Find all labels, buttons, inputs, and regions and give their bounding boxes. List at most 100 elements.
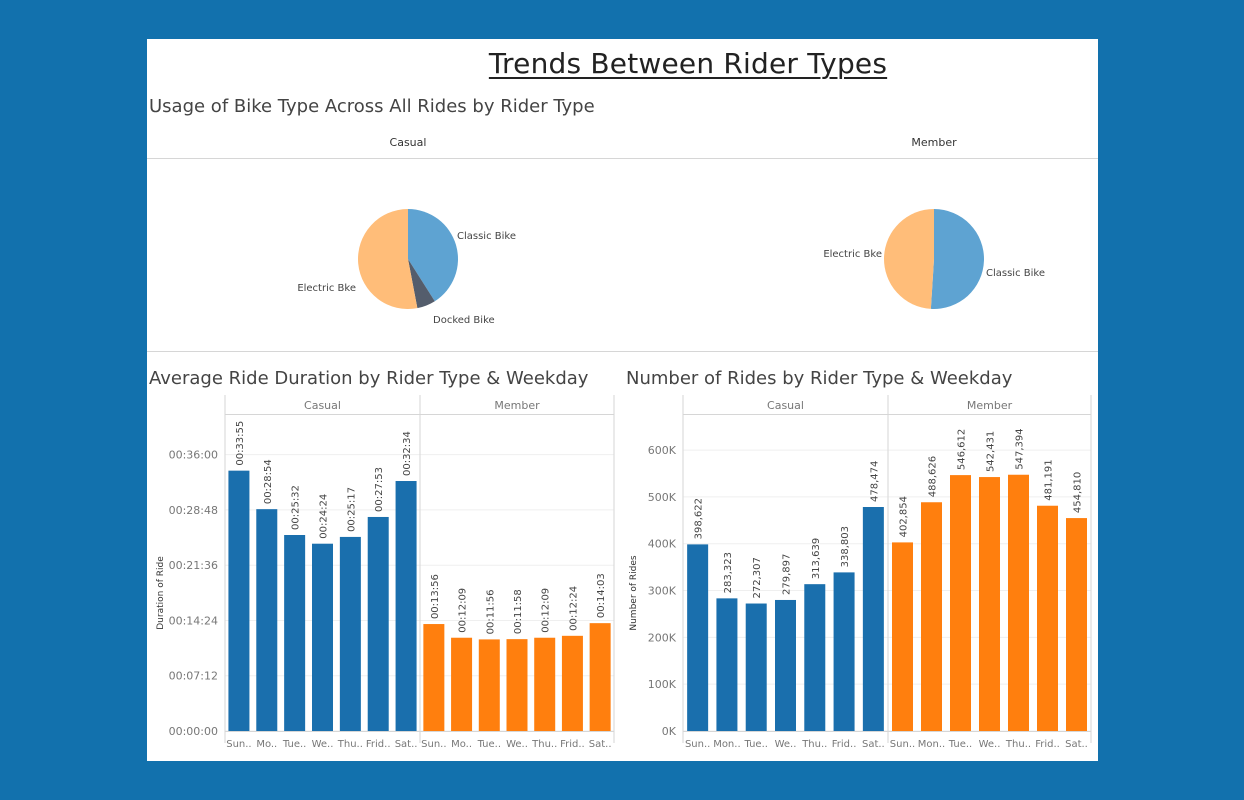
- x-tick-label: Tue..: [743, 739, 767, 750]
- data-label: 00:12:09: [541, 588, 552, 633]
- x-tick-label: We..: [312, 739, 334, 750]
- data-label: 454,810: [1073, 472, 1084, 513]
- x-tick-label: Sat..: [395, 739, 418, 750]
- x-tick-label: Tue..: [477, 739, 501, 750]
- pie-label-casual-docked-bike: Docked Bike: [433, 315, 495, 326]
- bar-member-sat: [1066, 518, 1087, 731]
- panel-header-member: Member: [967, 399, 1013, 412]
- data-label: 00:25:32: [291, 485, 302, 530]
- data-label: 481,191: [1044, 459, 1055, 500]
- x-tick-label: Frid..: [366, 739, 391, 750]
- bar-member-frid: [1037, 505, 1058, 731]
- panel-header-member: Member: [911, 136, 957, 149]
- data-label: 00:27:53: [374, 467, 385, 512]
- bar-casual-thu: [339, 536, 361, 731]
- x-tick-label: Sat..: [862, 739, 885, 750]
- x-tick-label: Thu..: [337, 739, 363, 750]
- data-label: 00:33:55: [235, 421, 246, 466]
- data-label: 546,612: [957, 429, 968, 470]
- y-tick-label: 00:14:24: [169, 614, 218, 627]
- y-tick-label: 200K: [648, 631, 677, 644]
- x-tick-label: Mo..: [451, 739, 472, 750]
- x-tick-label: Thu..: [801, 739, 827, 750]
- duration-bar-chart: Duration of Ride 00:00:00 00:07:12 00:14:24…: [156, 395, 615, 750]
- y-tick-label: 300K: [648, 585, 677, 598]
- x-tick-label: Sun..: [685, 739, 710, 750]
- data-label: 547,394: [1015, 428, 1026, 469]
- data-label: 00:12:24: [568, 586, 579, 631]
- data-label: 00:11:58: [513, 589, 524, 634]
- bar-casual-mo: [256, 509, 278, 731]
- y-tick-label: 100K: [648, 678, 677, 691]
- y-axis-title: Duration of Ride: [156, 556, 166, 630]
- pie-chart-area: Casual Classic Bike Docked Bike Electric Bk…: [147, 136, 1098, 326]
- panel-header-casual: Casual: [390, 136, 427, 149]
- data-label: 00:32:34: [402, 431, 413, 476]
- x-tick-label: Frid..: [1035, 739, 1060, 750]
- data-label: 338,803: [840, 526, 851, 567]
- bar-member-mon: [921, 502, 942, 731]
- data-label: 488,626: [928, 456, 939, 497]
- x-tick-label: Frid..: [832, 739, 857, 750]
- bar-member-we: [979, 477, 1000, 731]
- bar-casual-sun: [228, 470, 250, 731]
- data-label: 542,431: [986, 431, 997, 472]
- y-tick-label: 00:07:12: [169, 670, 218, 683]
- data-label: 313,639: [811, 538, 822, 579]
- y-tick-label: 600K: [648, 444, 677, 457]
- x-tick-label: Sun..: [421, 739, 446, 750]
- bar-member-tue: [478, 639, 500, 731]
- dashboard-title: Trends Between Rider Types: [488, 47, 888, 80]
- data-label: 402,854: [899, 496, 910, 537]
- x-tick-label: We..: [979, 739, 1001, 750]
- pie-label-member-classic-bike: Classic Bike: [986, 268, 1045, 279]
- bar-casual-tue: [745, 603, 767, 731]
- data-label: 00:13:56: [430, 574, 441, 619]
- data-label: 272,307: [752, 557, 763, 598]
- data-label: 00:28:54: [263, 459, 274, 504]
- data-label: 00:14:03: [596, 573, 607, 618]
- x-tick-label: Tue..: [948, 739, 972, 750]
- data-label: 00:25:17: [346, 487, 357, 532]
- pie-slice-member-classic-bike: [930, 209, 985, 309]
- x-tick-label: Frid..: [560, 739, 585, 750]
- x-tick-label: Sun..: [226, 739, 251, 750]
- bar-casual-we: [775, 599, 796, 731]
- pie-slice-member-electric-bke: [884, 209, 934, 309]
- x-tick-label: Mo..: [256, 739, 277, 750]
- x-tick-label: Sun..: [890, 739, 915, 750]
- duration-section-title: Average Ride Duration by Rider Type & We…: [149, 368, 589, 389]
- bar-member-tue: [950, 475, 971, 731]
- pie-slice-casual-docked-bike: [408, 259, 435, 309]
- bar-casual-frid: [833, 572, 855, 731]
- bar-member-thu: [1008, 474, 1029, 731]
- bar-casual-sat: [862, 507, 884, 731]
- data-label: 279,897: [782, 554, 793, 595]
- pie-label-member-electric-bke: Electric Bke: [823, 249, 882, 260]
- x-tick-label: Sat..: [589, 739, 612, 750]
- data-label: 398,622: [694, 498, 705, 539]
- bar-casual-thu: [804, 584, 826, 731]
- section-divider: [147, 351, 1098, 352]
- bar-casual-sat: [395, 481, 417, 731]
- y-tick-label: 500K: [648, 491, 677, 504]
- bar-member-sat: [589, 623, 611, 731]
- bar-casual-mon: [716, 598, 738, 731]
- y-axis-title: Number of Rides: [629, 555, 639, 631]
- dashboard: Trends Between Rider Types Usage of Bike…: [147, 39, 1098, 761]
- x-tick-label: Mon..: [918, 739, 945, 750]
- bar-member-sun: [892, 542, 913, 731]
- x-tick-label: Sat..: [1065, 739, 1088, 750]
- x-tick-label: Mon..: [713, 739, 740, 750]
- y-tick-label: 0K: [662, 725, 677, 738]
- pie-slice-casual-classic-bike: [408, 209, 459, 302]
- bar-member-sun: [423, 624, 445, 731]
- bar-member-thu: [534, 637, 556, 731]
- x-tick-label: We..: [775, 739, 797, 750]
- pie-section-title: Usage of Bike Type Across All Rides by R…: [149, 96, 595, 117]
- x-tick-label: Tue..: [282, 739, 306, 750]
- bar-casual-sun: [687, 544, 709, 731]
- bar-casual-we: [312, 543, 333, 731]
- bar-casual-tue: [284, 535, 306, 731]
- y-tick-label: 00:28:48: [169, 504, 218, 517]
